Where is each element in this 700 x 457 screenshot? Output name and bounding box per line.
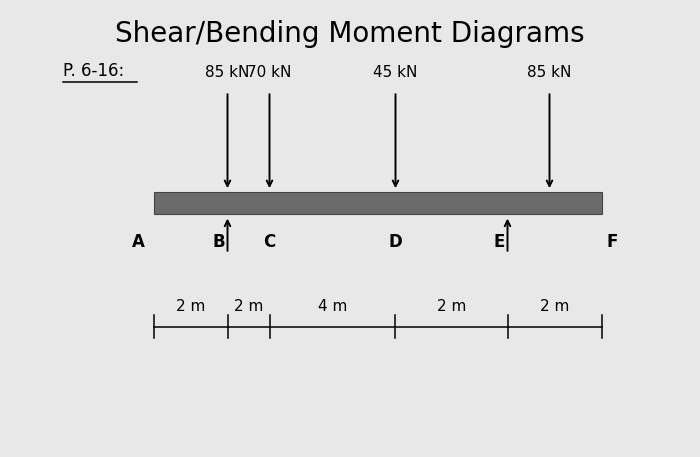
Text: 85 kN: 85 kN: [205, 65, 250, 80]
Text: 2 m: 2 m: [234, 299, 263, 314]
Text: A: A: [132, 233, 145, 251]
Text: 2 m: 2 m: [437, 299, 466, 314]
Bar: [154, 192, 602, 214]
Text: E: E: [494, 233, 505, 251]
Text: 85 kN: 85 kN: [527, 65, 572, 80]
Text: 70 kN: 70 kN: [247, 65, 292, 80]
Text: D: D: [389, 233, 402, 251]
Text: 2 m: 2 m: [176, 299, 205, 314]
Text: P. 6-16:: P. 6-16:: [63, 62, 125, 80]
Text: B: B: [213, 233, 225, 251]
Text: Shear/Bending Moment Diagrams: Shear/Bending Moment Diagrams: [116, 20, 584, 48]
Text: 45 kN: 45 kN: [373, 65, 418, 80]
Text: C: C: [263, 233, 276, 251]
Text: 2 m: 2 m: [540, 299, 569, 314]
Text: 4 m: 4 m: [318, 299, 347, 314]
Text: F: F: [607, 233, 618, 251]
